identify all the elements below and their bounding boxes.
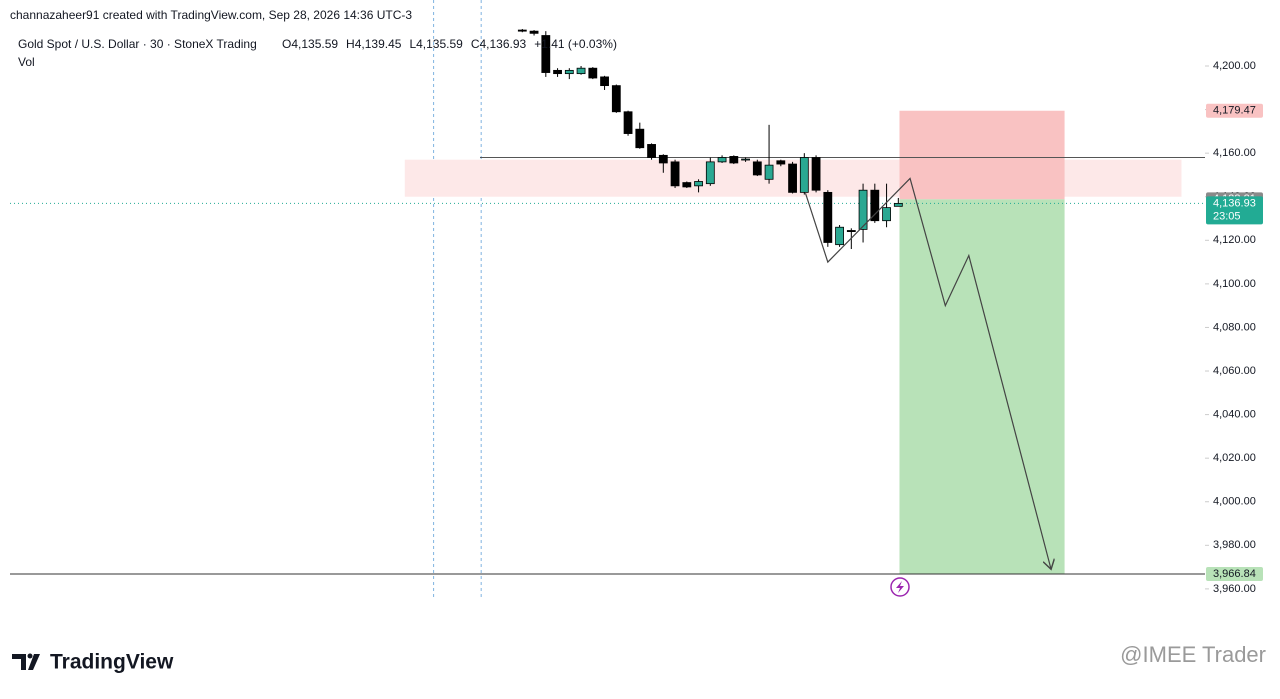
candle-body (564, 69, 574, 75)
candle-body (658, 154, 668, 164)
x-tick-label: 03:00 (1178, 609, 1206, 621)
watermark: @IMEE Trader (1120, 642, 1266, 667)
x-tick-label: 15:00 (896, 609, 924, 621)
ohlc-value: H4,139.45 (346, 37, 402, 51)
last-price-label-bg (1206, 196, 1263, 225)
candle-body (882, 207, 891, 222)
y-tick-label: 4,200.00 (1213, 60, 1256, 72)
candle-body (600, 76, 609, 87)
candle-body (635, 128, 645, 149)
candle-body (846, 230, 856, 232)
candle-body (776, 160, 786, 165)
candle-body (752, 161, 762, 176)
target-label: 3,966.84 (1213, 568, 1256, 580)
projection-path (804, 177, 1051, 569)
ohlc-value: O4,135.59 (282, 37, 338, 51)
credit: channazaheer91 created with TradingView.… (10, 8, 412, 22)
x-tick-label: 28 (551, 609, 563, 621)
x-tick-label: 21:00 (1037, 609, 1065, 621)
candle-body (717, 157, 727, 163)
candle-body (788, 163, 797, 193)
x-tick-label: 12:00 (285, 609, 313, 621)
logo-mark (12, 653, 40, 670)
candle-body (541, 35, 551, 73)
candle-body (893, 203, 903, 207)
candle-body (741, 158, 750, 161)
candle-body (553, 69, 562, 75)
x-tick-label: 15:00 (356, 609, 384, 621)
y-tick-label: 4,020.00 (1213, 452, 1256, 464)
candle-body (729, 156, 739, 164)
alert-icon (890, 577, 910, 597)
y-tick-label: 4,060.00 (1213, 365, 1256, 377)
ohlc-value: C4,136.93 (471, 37, 527, 51)
last-price-label: 4,136.93 (1213, 197, 1256, 209)
x-tick-label: 03:00 (74, 609, 102, 621)
target-label-bg (1206, 566, 1263, 581)
stop-zone (899, 110, 1065, 200)
ohlc-value: +1.41 (+0.03%) (534, 37, 617, 51)
candle-body (670, 161, 680, 187)
y-tick-label: 3,960.00 (1213, 583, 1256, 595)
last-price-label-countdown: 23:05 (1213, 210, 1241, 222)
y-tick-label: 4,160.00 (1213, 147, 1256, 159)
candle-body (823, 191, 833, 243)
logo-text: TradingView (50, 651, 174, 674)
candle-body (799, 157, 809, 193)
x-tick-label: 27 (434, 609, 446, 621)
candle-body (835, 226, 844, 246)
y-tick-label: 4,040.00 (1213, 409, 1256, 421)
x-tick-label: 25 (11, 609, 23, 621)
y-tick-label: 4,120.00 (1213, 234, 1256, 246)
y-tick-label: 4,080.00 (1213, 321, 1256, 333)
candle-body (764, 164, 774, 180)
x-tick-label: 09:00 (755, 609, 783, 621)
x-tick-label: 06:00 (144, 609, 172, 621)
x-tick-label: 21:30 (485, 609, 513, 621)
symbol-title: Gold Spot / U.S. Dollar · 30 · StoneX Tr… (18, 37, 257, 51)
x-tick-label: 12:00 (826, 609, 854, 621)
candle-body (529, 30, 539, 34)
y-tick-label: 4,100.00 (1213, 278, 1256, 290)
stop-label: 4,179.47 (1213, 105, 1256, 117)
y-tick-label: 4,000.00 (1213, 496, 1256, 508)
stop-label-bg (1206, 103, 1263, 118)
candle-body (682, 182, 692, 188)
x-axis: 25 03:00 06:00 09:00 12:00 15:00 27 21:30 28 03:0… (11, 609, 1206, 621)
x-tick-label: 06:00 (685, 609, 713, 621)
candle-body (705, 161, 715, 185)
target-zone (899, 199, 1065, 574)
candle-body (576, 67, 586, 75)
x-tick-label: 09:00 (215, 609, 243, 621)
candle-body (647, 144, 656, 158)
candle-body (858, 189, 868, 230)
candle-body (694, 181, 703, 187)
volume-label: Vol (18, 55, 35, 69)
x-tick-label: 29 (1115, 609, 1127, 621)
y-tick-label: 3,980.00 (1213, 539, 1256, 551)
ohlc-value: L4,135.59 (409, 37, 463, 51)
x-tick-label: 03:00 (614, 609, 642, 621)
candle-body (588, 67, 598, 79)
x-tick-label: 18:00 (967, 609, 995, 621)
candle-body (517, 29, 527, 32)
candle-body (811, 157, 821, 191)
candle-body (870, 189, 880, 222)
candle-body (611, 85, 621, 113)
candle-body (623, 111, 633, 134)
